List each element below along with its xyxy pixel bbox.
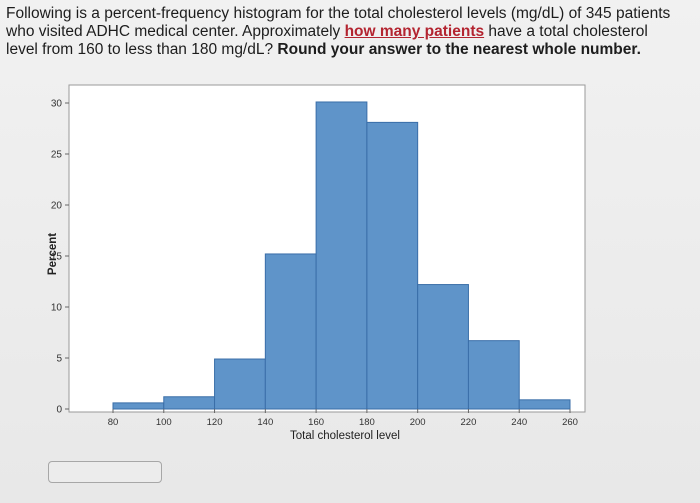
x-tick-label: 100 bbox=[156, 417, 172, 428]
histogram-bar bbox=[163, 396, 216, 410]
y-tick-label: 15 bbox=[51, 252, 63, 263]
y-tick-label: 25 bbox=[51, 150, 63, 161]
x-tick-label: 160 bbox=[308, 417, 324, 428]
y-tick-label: 5 bbox=[56, 354, 62, 365]
question-highlight: how many patients bbox=[344, 23, 485, 40]
x-axis-label: Total cholesterol level bbox=[290, 430, 400, 442]
question-text-part1: Following is a percent-frequency histogr… bbox=[6, 5, 671, 40]
histogram-chart: 80 100 120 140 160 180 200 220 240 260 0 5 10 15 20 25 3… bbox=[40, 82, 600, 452]
y-axis-label: Percent bbox=[47, 233, 59, 275]
x-tick-label: 120 bbox=[207, 417, 223, 428]
histogram-bar bbox=[366, 121, 419, 410]
x-tick-label: 180 bbox=[359, 417, 375, 428]
x-tick-label: 220 bbox=[461, 417, 477, 428]
x-tick-label: 140 bbox=[257, 417, 273, 428]
y-tick-label: 20 bbox=[51, 201, 63, 212]
histogram-bar bbox=[467, 340, 520, 410]
histogram-svg: 80 100 120 140 160 180 200 220 240 260 0 5 10 15 20 25 3… bbox=[47, 84, 586, 442]
histogram-bar bbox=[214, 358, 266, 410]
histogram-bar bbox=[112, 402, 165, 410]
y-tick-label: 10 bbox=[51, 303, 63, 314]
question-text-part2: have a total cholesterol level from 160 … bbox=[6, 23, 648, 58]
histogram-bar bbox=[518, 399, 571, 410]
y-tick-label: 30 bbox=[51, 99, 63, 110]
x-tick-label: 240 bbox=[511, 417, 527, 428]
x-tick-label: 200 bbox=[410, 417, 426, 428]
answer-input[interactable] bbox=[48, 461, 162, 483]
histogram-bar bbox=[264, 253, 317, 410]
x-tick-label: 260 bbox=[562, 417, 578, 428]
x-tick-label: 80 bbox=[108, 417, 119, 428]
histogram-bar bbox=[417, 284, 469, 410]
y-tick-label: 0 bbox=[56, 405, 62, 416]
histogram-bar bbox=[315, 101, 368, 410]
question-text: Following is a percent-frequency histogr… bbox=[6, 5, 676, 59]
question-bold-instruction: Round your answer to the nearest whole n… bbox=[277, 41, 641, 58]
